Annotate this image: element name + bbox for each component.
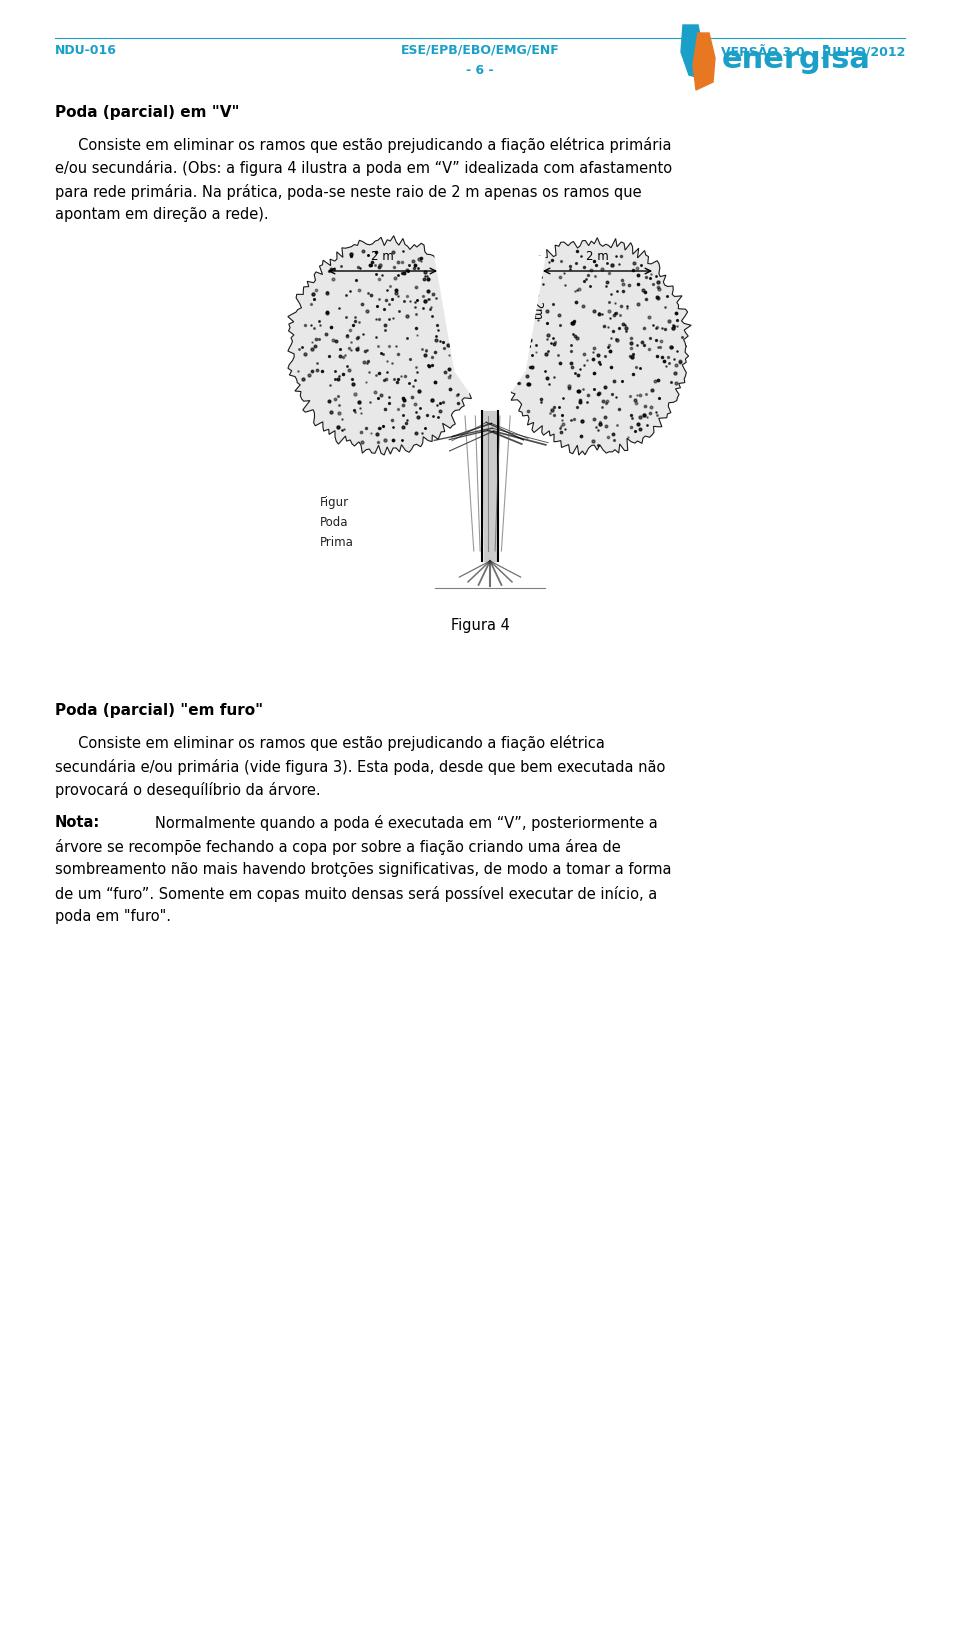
Text: 2 m: 2 m xyxy=(372,250,394,264)
Polygon shape xyxy=(435,255,545,422)
Text: Poda (parcial) em "V": Poda (parcial) em "V" xyxy=(55,105,239,120)
Text: VERSÃO 3.0    JULHO/2012: VERSÃO 3.0 JULHO/2012 xyxy=(721,44,905,59)
Text: Normalmente quando a poda é executada em “V”, posteriormente a: Normalmente quando a poda é executada em… xyxy=(155,815,658,832)
Text: 2m: 2m xyxy=(530,301,543,321)
Text: Consiste em eliminar os ramos que estão prejudicando a fiação elétrica: Consiste em eliminar os ramos que estão … xyxy=(55,735,605,751)
Polygon shape xyxy=(497,237,691,455)
Text: Figur: Figur xyxy=(320,496,349,509)
Text: ESE/EPB/EBO/EMG/ENF: ESE/EPB/EBO/EMG/ENF xyxy=(400,44,560,58)
Text: árvore se recompõe fechando a copa por sobre a fiação criando uma área de: árvore se recompõe fechando a copa por s… xyxy=(55,838,621,855)
Polygon shape xyxy=(681,25,703,77)
Text: Poda (parcial) "em furo": Poda (parcial) "em furo" xyxy=(55,703,263,718)
Text: para rede primária. Na prática, poda-se neste raio de 2 m apenas os ramos que: para rede primária. Na prática, poda-se … xyxy=(55,184,641,199)
Text: e/ou secundária. (Obs: a figura 4 ilustra a poda em “V” idealizada com afastamen: e/ou secundária. (Obs: a figura 4 ilustr… xyxy=(55,160,672,176)
Text: sombreamento não mais havendo brotções significativas, de modo a tomar a forma: sombreamento não mais havendo brotções s… xyxy=(55,863,671,878)
Text: apontam em direção a rede).: apontam em direção a rede). xyxy=(55,208,269,222)
Text: Nota:: Nota: xyxy=(55,815,100,830)
Text: Consiste em eliminar os ramos que estão prejudicando a fiação elétrica primária: Consiste em eliminar os ramos que estão … xyxy=(55,137,671,153)
Polygon shape xyxy=(693,33,715,91)
Text: - 6 -: - 6 - xyxy=(467,64,493,77)
Text: Poda: Poda xyxy=(320,516,348,529)
Text: de um “furo”. Somente em copas muito densas será possível executar de início, a: de um “furo”. Somente em copas muito den… xyxy=(55,886,658,903)
Text: NDU-016: NDU-016 xyxy=(55,44,117,58)
Text: poda em "furo".: poda em "furo". xyxy=(55,909,171,924)
Text: energisa: energisa xyxy=(722,46,871,74)
Text: 2 m: 2 m xyxy=(587,250,609,264)
Text: provocará o desequílíbrio da árvore.: provocará o desequílíbrio da árvore. xyxy=(55,782,321,799)
Text: Prima: Prima xyxy=(320,535,354,548)
Text: Figura 4: Figura 4 xyxy=(450,618,510,632)
Polygon shape xyxy=(288,236,484,455)
Text: secundária e/ou primária (vide figura 3). Esta poda, desde que bem executada não: secundária e/ou primária (vide figura 3)… xyxy=(55,759,665,774)
